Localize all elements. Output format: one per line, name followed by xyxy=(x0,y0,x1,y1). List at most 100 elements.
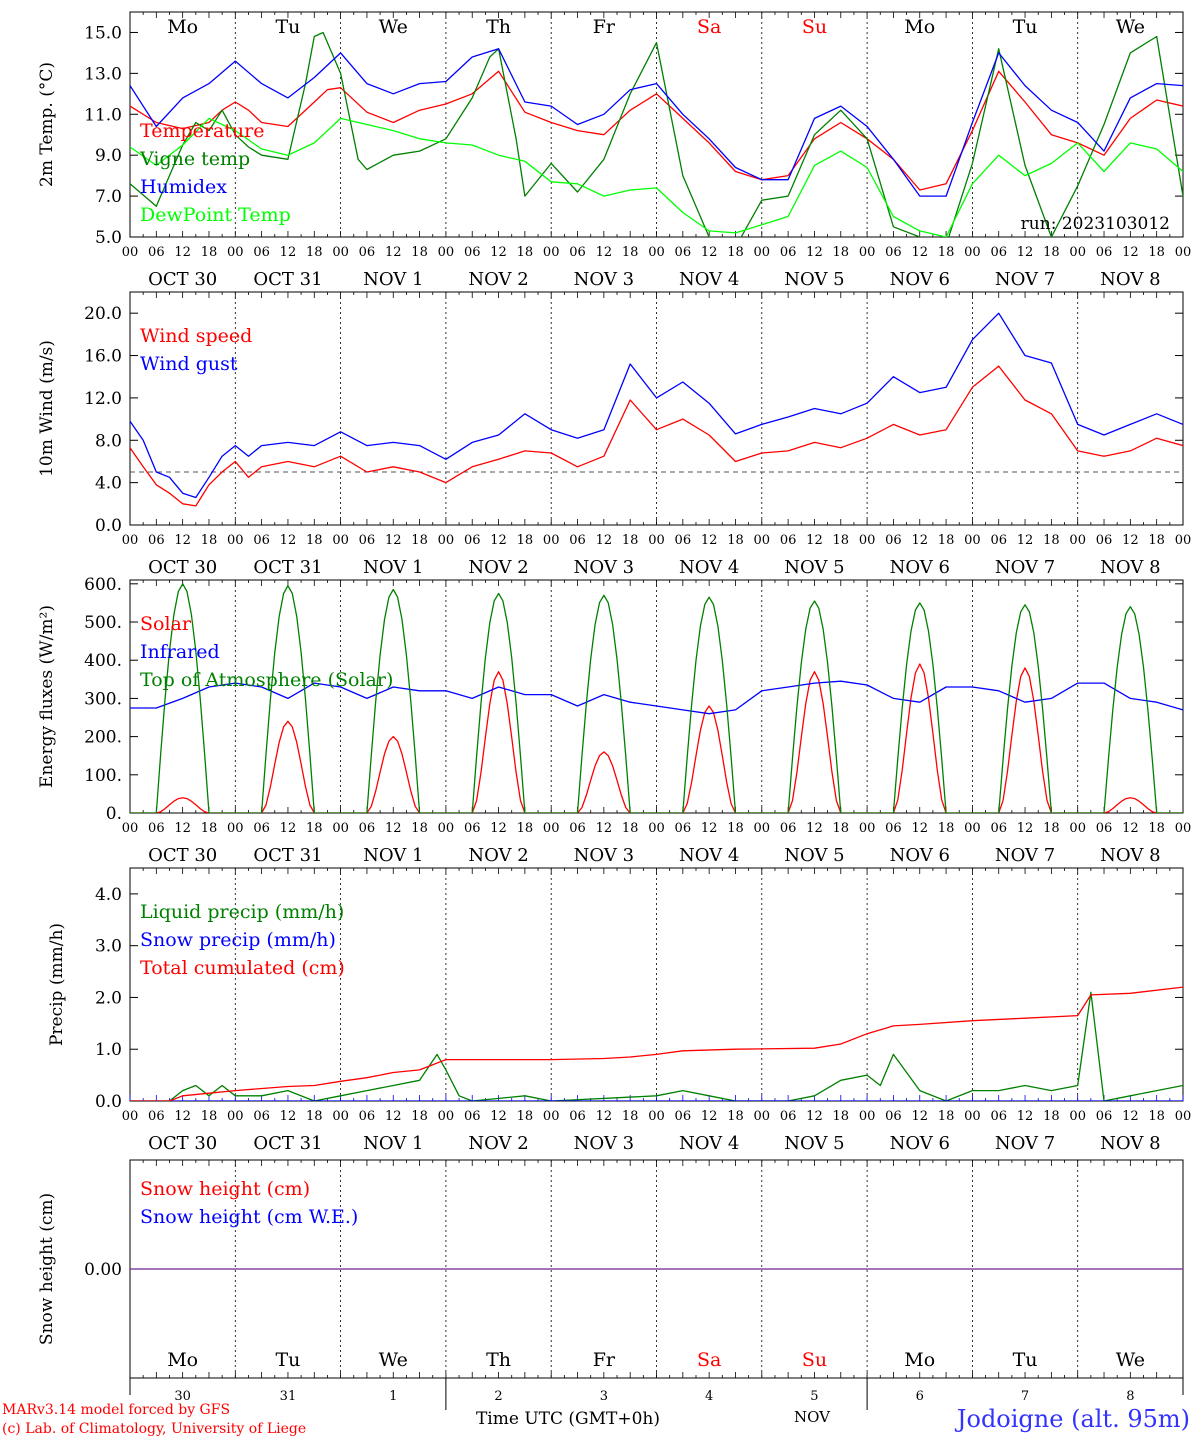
y-tick-label: 11.0 xyxy=(84,105,122,125)
y-tick-label: 1.0 xyxy=(95,1040,122,1060)
day-number: 3 xyxy=(600,1389,608,1404)
hour-label: 00 xyxy=(227,533,244,548)
hour-label: 18 xyxy=(517,1109,534,1124)
series-line-3 xyxy=(130,583,1183,813)
hour-label: 00 xyxy=(648,533,665,548)
weekday-label: Fr xyxy=(593,1349,616,1371)
hour-label: 12 xyxy=(1122,533,1139,548)
hour-label: 00 xyxy=(859,821,876,836)
hour-label: 12 xyxy=(911,1109,928,1124)
hour-label: 06 xyxy=(780,1109,797,1124)
date-label: OCT 30 xyxy=(148,557,217,578)
hour-label: 18 xyxy=(938,1109,955,1124)
hour-label: 18 xyxy=(1043,533,1060,548)
meteogram-panels: 5.07.09.011.013.015.02m Temp. (°C) Temper… xyxy=(37,11,1192,1410)
hour-label: 12 xyxy=(1017,1109,1034,1124)
hour-label: 06 xyxy=(359,245,376,260)
hour-label: 18 xyxy=(411,821,428,836)
date-label: OCT 30 xyxy=(148,269,217,290)
hour-label: 18 xyxy=(411,245,428,260)
hour-label: 12 xyxy=(490,821,507,836)
weekday-label: Mo xyxy=(167,1349,198,1371)
hour-label: 00 xyxy=(1175,533,1192,548)
hour-label: 18 xyxy=(833,1109,850,1124)
hour-label: 06 xyxy=(359,533,376,548)
panel-1: 5.0 7.0 9.0 11.0 13.0 15.0 2m Temp. (°C) Temper… xyxy=(37,11,1192,290)
hour-label: 18 xyxy=(1043,245,1060,260)
hour-label: 06 xyxy=(990,821,1007,836)
y-tick-label: 0.0 xyxy=(95,516,122,536)
date-label: NOV 2 xyxy=(468,1133,528,1154)
legend-entry: Humidex xyxy=(140,176,227,198)
hour-label: 18 xyxy=(306,821,323,836)
date-label: NOV 6 xyxy=(890,1133,950,1154)
y-tick-label: 0.0 xyxy=(95,1092,122,1112)
y-tick-label: 13.0 xyxy=(84,64,122,84)
y-tick-label: 400. xyxy=(84,651,122,671)
hour-label: 00 xyxy=(1175,245,1192,260)
panel-3: 0. 100. 200. 300. 400. 500. 600. Energy fluxes … xyxy=(37,575,1192,866)
hour-label: 06 xyxy=(885,1109,902,1124)
hour-label: 18 xyxy=(1148,1109,1165,1124)
hour-label: 12 xyxy=(1122,821,1139,836)
hour-label: 00 xyxy=(1069,245,1086,260)
y-axis-label: Energy fluxes (W/m²) xyxy=(37,605,57,788)
hour-label: 00 xyxy=(122,245,139,260)
panel-2: 0.0 4.0 8.0 12.0 16.0 20.0 10m Wind (m/s) Wind … xyxy=(37,291,1192,578)
date-label: NOV 1 xyxy=(363,845,423,866)
hour-label: 18 xyxy=(411,533,428,548)
hour-label: 06 xyxy=(359,1109,376,1124)
hour-label: 18 xyxy=(938,245,955,260)
hour-label: 00 xyxy=(543,245,560,260)
hour-label: 00 xyxy=(438,245,455,260)
hour-label: 12 xyxy=(490,533,507,548)
hour-label: 18 xyxy=(622,821,639,836)
hour-label: 12 xyxy=(596,1109,613,1124)
hour-label: 00 xyxy=(543,1109,560,1124)
hour-label: 18 xyxy=(306,533,323,548)
panel-4: 0.0 1.0 2.0 3.0 4.0 Precip (mm/h) Liquid preci… xyxy=(47,867,1192,1154)
series-line-1 xyxy=(130,365,1183,507)
hour-label: 06 xyxy=(675,533,692,548)
date-label: NOV 3 xyxy=(574,269,634,290)
hour-label: 06 xyxy=(885,533,902,548)
date-label: NOV 8 xyxy=(1100,1133,1160,1154)
weekday-label: Tu xyxy=(275,1349,300,1371)
hour-label: 12 xyxy=(806,1109,823,1124)
y-tick-label: 4.0 xyxy=(95,885,122,905)
hour-label: 18 xyxy=(727,821,744,836)
y-tick-label: 200. xyxy=(84,728,122,748)
hour-label: 12 xyxy=(701,821,718,836)
hour-label: 18 xyxy=(201,1109,218,1124)
hour-label: 00 xyxy=(1175,1109,1192,1124)
y-tick-label: 0.00 xyxy=(84,1260,122,1280)
date-label: OCT 31 xyxy=(253,845,322,866)
hour-label: 06 xyxy=(148,1109,165,1124)
hour-label: 18 xyxy=(517,821,534,836)
y-axis-label: Precip (mm/h) xyxy=(47,923,67,1046)
weekday-label: Mo xyxy=(904,1349,935,1371)
date-label: NOV 3 xyxy=(574,845,634,866)
model-credit: MARv3.14 model forced by GFS xyxy=(2,1402,230,1418)
hour-label: 06 xyxy=(780,821,797,836)
hour-label: 18 xyxy=(517,245,534,260)
y-tick-label: 15.0 xyxy=(84,23,122,43)
hour-label: 12 xyxy=(701,245,718,260)
weekday-label: Mo xyxy=(167,16,198,38)
hour-label: 18 xyxy=(833,245,850,260)
date-label: NOV 8 xyxy=(1100,269,1160,290)
y-tick-label: 0. xyxy=(106,804,122,824)
weekday-label: We xyxy=(1116,16,1145,38)
series-line-3 xyxy=(130,986,1183,1101)
date-label: OCT 30 xyxy=(148,1133,217,1154)
series-line-1 xyxy=(130,663,1183,813)
time-axis-title: Time UTC (GMT+0h) xyxy=(476,1409,660,1429)
day-number: 5 xyxy=(810,1389,818,1404)
weekday-label: Mo xyxy=(904,16,935,38)
hour-label: 06 xyxy=(253,245,270,260)
hour-label: 18 xyxy=(1148,533,1165,548)
hour-label: 00 xyxy=(1175,821,1192,836)
series-line-3 xyxy=(130,48,1183,197)
y-tick-label: 2.0 xyxy=(95,988,122,1008)
hour-label: 06 xyxy=(253,821,270,836)
